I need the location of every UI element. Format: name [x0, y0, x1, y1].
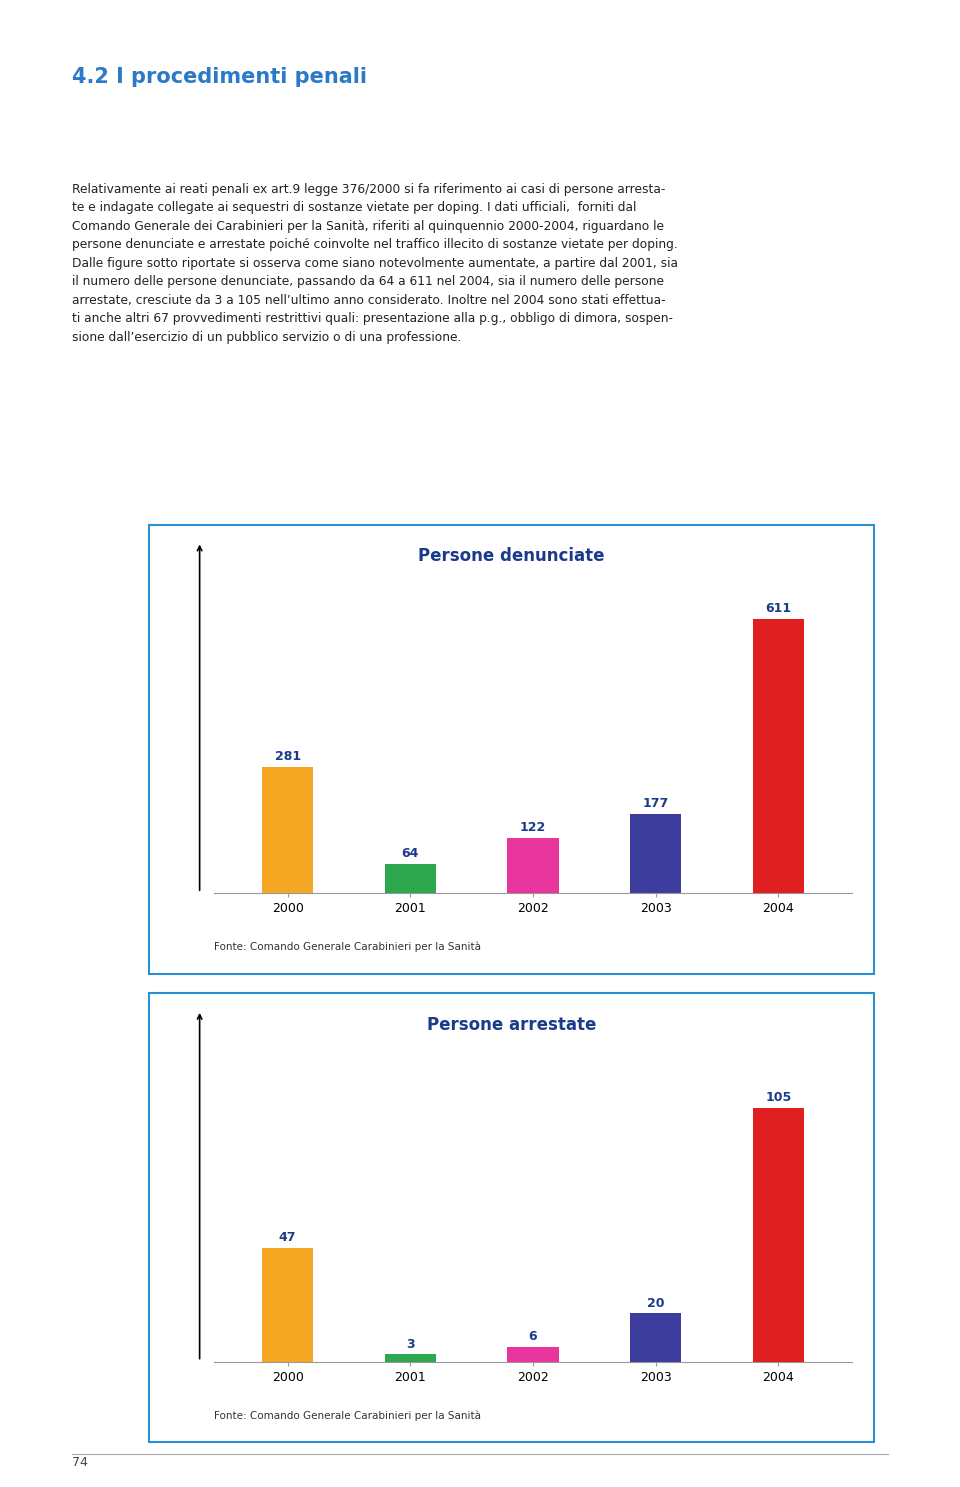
Text: 6: 6 [529, 1331, 538, 1343]
Text: 177: 177 [642, 797, 669, 809]
Text: Fonte: Comando Generale Carabinieri per la Sanità: Fonte: Comando Generale Carabinieri per … [214, 1410, 481, 1420]
Text: 64: 64 [401, 848, 419, 861]
Text: 20: 20 [647, 1297, 664, 1310]
Text: 122: 122 [519, 821, 546, 834]
Bar [385, 864, 436, 894]
Text: 611: 611 [765, 602, 791, 614]
Text: Persone arrestate: Persone arrestate [426, 1016, 596, 1033]
Bar [385, 1355, 436, 1362]
Bar [630, 813, 682, 894]
Text: 105: 105 [765, 1091, 791, 1103]
Text: Persone denunciate: Persone denunciate [418, 547, 605, 565]
Bar [262, 767, 313, 894]
Bar [753, 1108, 804, 1362]
Text: 47: 47 [278, 1231, 297, 1245]
Text: 281: 281 [275, 749, 300, 763]
Bar [262, 1248, 313, 1362]
Bar [507, 1347, 559, 1362]
Text: 3: 3 [406, 1338, 415, 1350]
Bar [507, 839, 559, 894]
Bar [630, 1313, 682, 1362]
Text: Fonte: Comando Generale Carabinieri per la Sanità: Fonte: Comando Generale Carabinieri per … [214, 941, 481, 952]
Text: Relativamente ai reati penali ex art.9 legge 376/2000 si fa riferimento ai casi : Relativamente ai reati penali ex art.9 l… [72, 183, 678, 343]
Text: 4.2 I procedimenti penali: 4.2 I procedimenti penali [72, 67, 367, 86]
Bar [753, 619, 804, 894]
Text: 74: 74 [72, 1456, 88, 1469]
Text: REPORTING SYSTEM / DOPING – ANTIDOPING / 2003 – 2004: REPORTING SYSTEM / DOPING – ANTIDOPING /… [48, 19, 437, 31]
